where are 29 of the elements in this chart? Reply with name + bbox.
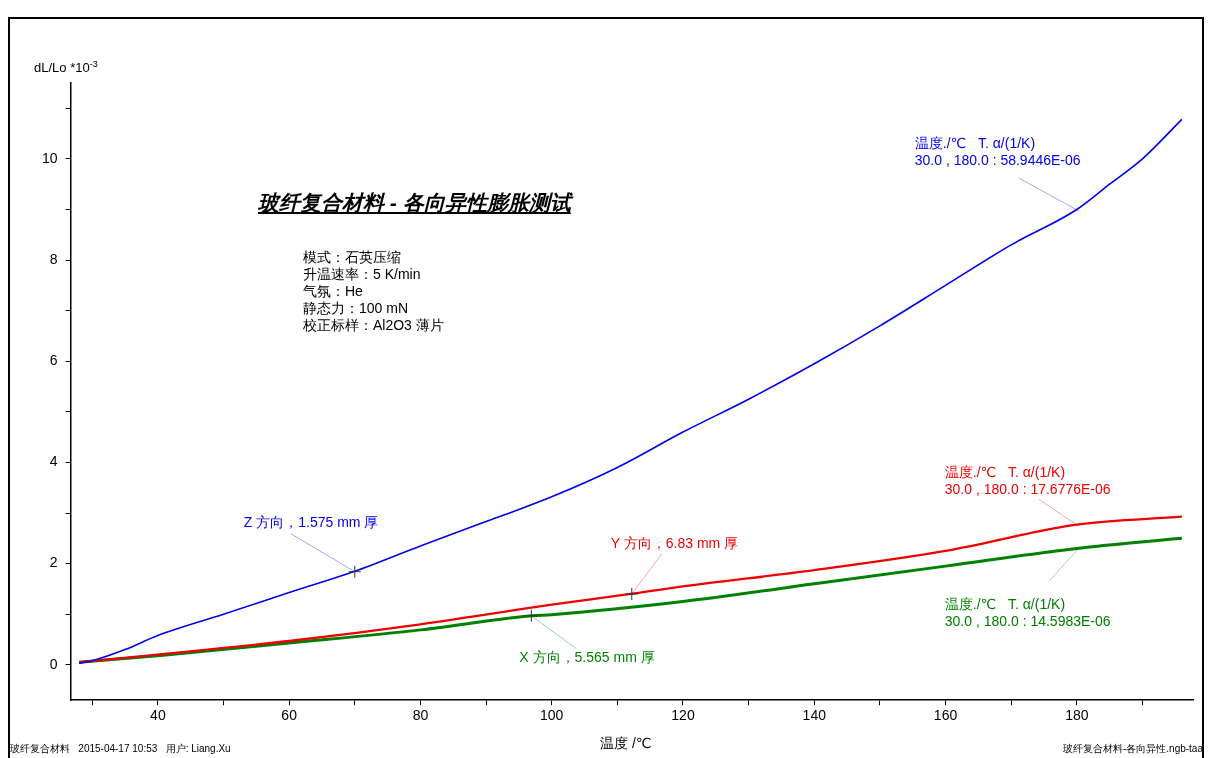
annotation: 温度./℃ T. α/(1/K) 30.0 , 180.0 : 14.5983E-06: [944, 596, 1111, 630]
annotation: 温度./℃ T. α/(1/K) 30.0 , 180.0 : 58.9446E-06: [914, 134, 1081, 168]
x-axis-title: 温度 /℃: [600, 735, 652, 751]
x-tick-label: 80: [412, 707, 429, 724]
x-tick-label: 60: [281, 707, 298, 724]
y-tick-label: 10: [41, 149, 58, 166]
y-tick-label: 2: [49, 554, 58, 571]
x-tick-label: 120: [671, 707, 695, 724]
x-tick-label: 180: [1065, 707, 1089, 724]
x-tick-label: 140: [802, 707, 827, 724]
annotation: 气氛：He: [303, 283, 364, 299]
x-tick-label: 40: [150, 707, 166, 724]
y-tick-label: 0: [49, 655, 58, 672]
y-tick-label: 4: [49, 453, 58, 470]
annotation: 温度./℃ T. α/(1/K) 30.0 , 180.0 : 17.6776E-06: [944, 464, 1111, 498]
annotation: 静态力：100 mN: [303, 300, 409, 316]
annotation: Z 方向，1.575 mm 厚: [243, 513, 379, 530]
line-series: [78, 118, 1183, 665]
text: 玻纤复合材料 2015-04-17 10:53 用户: Liang.Xu: [10, 743, 231, 754]
annotation: 校正标样：Al2O3 薄片: [302, 317, 444, 333]
x-tick-label: 100: [540, 707, 564, 724]
annotation: Y 方向，6.83 mm 厚: [610, 534, 739, 551]
annotation: X 方向，5.565 mm 厚: [519, 648, 655, 665]
y-tick-label: 8: [49, 250, 58, 267]
x-tick-label: 160: [933, 707, 958, 724]
text: 玻纤复合材料-各向异性.ngb-taa: [1062, 743, 1204, 754]
annotation: 升温速率：5 K/min: [303, 266, 421, 282]
annotation: 模式：石英压缩: [303, 249, 401, 265]
y-tick-label: 6: [49, 352, 58, 369]
